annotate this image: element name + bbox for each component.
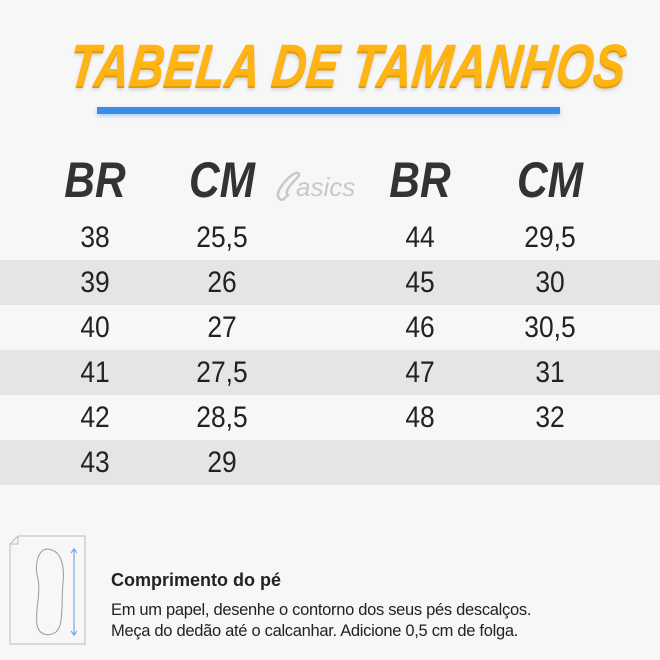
title-area: TABELA DE TAMANHOS [0,30,660,110]
table-row: 38 25,5 44 29,5 [0,215,660,260]
br-cell: 38 [80,221,110,254]
cm-cell: 30,5 [524,311,576,344]
cm-cell: 29 [207,446,237,479]
br-cell: 44 [405,221,435,254]
page-title: TABELA DE TAMANHOS [65,32,630,99]
cm-cell: 31 [535,356,565,389]
table-row: 42 28,5 48 32 [0,395,660,440]
br-cell: 40 [80,311,110,344]
table-row: 41 27,5 47 31 [0,350,660,395]
br-cell: 48 [405,401,435,434]
cm-cell: 25,5 [196,221,248,254]
table-row: 40 27 46 30,5 [0,305,660,350]
table-row: 39 26 45 30 [0,260,660,305]
cm-cell: 26 [207,266,237,299]
cm-cell: 30 [535,266,565,299]
title-underline [97,107,560,114]
br-cell: 46 [405,311,435,344]
cm-cell: 27 [207,311,237,344]
br-cell: 42 [80,401,110,434]
footer-instructions: Em um papel, desenhe o contorno dos seus… [111,600,531,642]
cm-cell: 27,5 [196,356,248,389]
footer-line: Em um papel, desenhe o contorno dos seus… [111,601,532,619]
header-br-left: BR [64,152,126,208]
br-cell: 41 [80,356,110,389]
cm-cell: 32 [535,401,565,434]
br-cell: 45 [405,266,435,299]
foot-measure-icon [9,535,86,645]
asics-logo: asics [276,171,355,202]
footer-line: Meça do dedão até o calcanhar. Adicione … [111,622,518,640]
cm-cell: 29,5 [524,221,576,254]
header-br-right: BR [389,152,451,208]
header-cm-right: CM [516,152,584,208]
header-cm-left: CM [188,152,256,208]
cm-cell: 28,5 [196,401,248,434]
svg-text:asics: asics [296,172,355,202]
br-cell: 47 [405,356,435,389]
br-cell: 39 [80,266,110,299]
table-row: 43 29 [0,440,660,485]
footer-title: Comprimento do pé [111,570,281,590]
br-cell: 43 [80,446,110,479]
